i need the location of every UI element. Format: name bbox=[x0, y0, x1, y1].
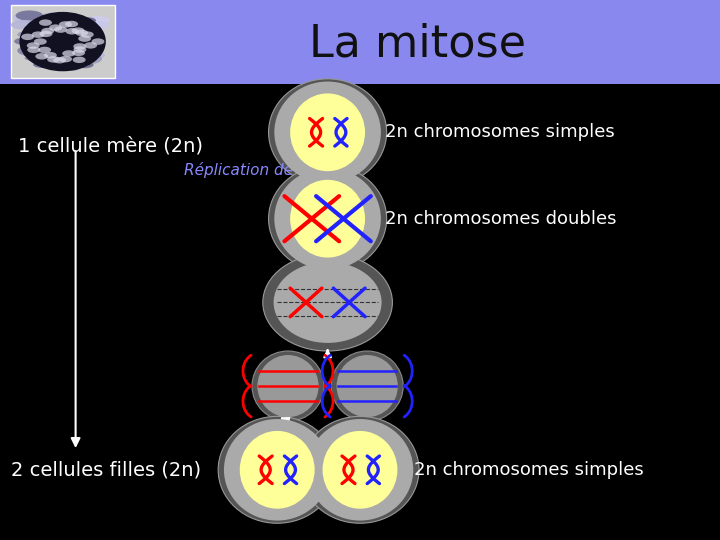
Ellipse shape bbox=[336, 355, 397, 417]
Bar bbox=[11, 5, 115, 78]
Text: 2 cellules filles (2n): 2 cellules filles (2n) bbox=[11, 460, 201, 480]
Text: 2n chromosomes doubles: 2n chromosomes doubles bbox=[385, 210, 617, 228]
Ellipse shape bbox=[17, 31, 35, 38]
Ellipse shape bbox=[59, 44, 71, 48]
Ellipse shape bbox=[63, 58, 80, 64]
Ellipse shape bbox=[66, 28, 78, 35]
Ellipse shape bbox=[59, 56, 72, 62]
Ellipse shape bbox=[73, 57, 86, 63]
Ellipse shape bbox=[40, 31, 53, 37]
Ellipse shape bbox=[274, 82, 381, 183]
Ellipse shape bbox=[83, 32, 101, 38]
Ellipse shape bbox=[35, 30, 53, 36]
Ellipse shape bbox=[269, 79, 387, 186]
Text: Réplication de l’ADN: Réplication de l’ADN bbox=[184, 162, 340, 178]
Ellipse shape bbox=[58, 62, 82, 71]
Ellipse shape bbox=[35, 46, 61, 56]
Ellipse shape bbox=[258, 355, 319, 417]
Ellipse shape bbox=[218, 416, 336, 523]
Ellipse shape bbox=[34, 38, 47, 45]
Ellipse shape bbox=[78, 17, 96, 24]
Ellipse shape bbox=[47, 56, 60, 63]
Ellipse shape bbox=[27, 40, 39, 44]
Ellipse shape bbox=[27, 46, 40, 53]
Text: 2n chromosomes simples: 2n chromosomes simples bbox=[414, 461, 644, 479]
Ellipse shape bbox=[269, 165, 387, 272]
Ellipse shape bbox=[39, 19, 52, 26]
Ellipse shape bbox=[87, 41, 100, 46]
Ellipse shape bbox=[33, 62, 50, 68]
Ellipse shape bbox=[76, 62, 94, 68]
Ellipse shape bbox=[13, 12, 45, 24]
Ellipse shape bbox=[17, 45, 48, 57]
Ellipse shape bbox=[19, 12, 106, 71]
Text: La mitose: La mitose bbox=[309, 23, 526, 66]
Ellipse shape bbox=[66, 29, 76, 32]
Ellipse shape bbox=[35, 53, 48, 59]
Ellipse shape bbox=[73, 43, 86, 50]
Ellipse shape bbox=[38, 46, 51, 53]
Ellipse shape bbox=[35, 59, 60, 69]
Ellipse shape bbox=[75, 30, 88, 36]
Ellipse shape bbox=[39, 37, 53, 42]
Ellipse shape bbox=[252, 351, 324, 421]
Ellipse shape bbox=[84, 42, 97, 49]
Ellipse shape bbox=[37, 37, 58, 44]
Ellipse shape bbox=[72, 53, 102, 64]
Ellipse shape bbox=[72, 50, 85, 56]
Ellipse shape bbox=[86, 52, 105, 59]
Bar bbox=[0, 0, 720, 84]
Ellipse shape bbox=[274, 168, 381, 269]
Ellipse shape bbox=[65, 21, 78, 27]
Ellipse shape bbox=[307, 419, 413, 521]
Ellipse shape bbox=[263, 254, 392, 351]
Ellipse shape bbox=[55, 28, 73, 35]
Ellipse shape bbox=[86, 16, 109, 25]
Ellipse shape bbox=[16, 10, 43, 21]
Ellipse shape bbox=[54, 26, 67, 33]
Ellipse shape bbox=[11, 20, 37, 30]
Ellipse shape bbox=[41, 28, 54, 34]
Ellipse shape bbox=[71, 28, 84, 34]
Ellipse shape bbox=[290, 180, 365, 258]
Ellipse shape bbox=[49, 24, 62, 31]
Ellipse shape bbox=[224, 419, 330, 521]
Ellipse shape bbox=[27, 42, 40, 49]
Ellipse shape bbox=[82, 55, 96, 60]
Ellipse shape bbox=[62, 50, 75, 57]
Ellipse shape bbox=[53, 57, 66, 64]
Ellipse shape bbox=[40, 12, 66, 23]
Ellipse shape bbox=[59, 21, 72, 28]
Text: 2n chromosomes simples: 2n chromosomes simples bbox=[385, 123, 615, 141]
Ellipse shape bbox=[52, 24, 67, 29]
Ellipse shape bbox=[301, 416, 419, 523]
Ellipse shape bbox=[274, 262, 382, 343]
Ellipse shape bbox=[331, 351, 403, 421]
Ellipse shape bbox=[70, 33, 97, 44]
Ellipse shape bbox=[24, 56, 36, 60]
Ellipse shape bbox=[240, 431, 315, 509]
Ellipse shape bbox=[21, 33, 34, 40]
Ellipse shape bbox=[14, 38, 34, 45]
Ellipse shape bbox=[32, 31, 45, 38]
Ellipse shape bbox=[91, 38, 104, 45]
Ellipse shape bbox=[30, 58, 42, 63]
Ellipse shape bbox=[78, 35, 91, 42]
Ellipse shape bbox=[81, 31, 94, 38]
Ellipse shape bbox=[40, 49, 68, 59]
Ellipse shape bbox=[73, 46, 86, 53]
Ellipse shape bbox=[323, 431, 397, 509]
Ellipse shape bbox=[290, 93, 365, 171]
Ellipse shape bbox=[85, 21, 109, 30]
Text: 1 cellule mère (2n): 1 cellule mère (2n) bbox=[18, 136, 203, 156]
Ellipse shape bbox=[44, 52, 57, 58]
Ellipse shape bbox=[51, 53, 83, 65]
Ellipse shape bbox=[27, 40, 55, 51]
